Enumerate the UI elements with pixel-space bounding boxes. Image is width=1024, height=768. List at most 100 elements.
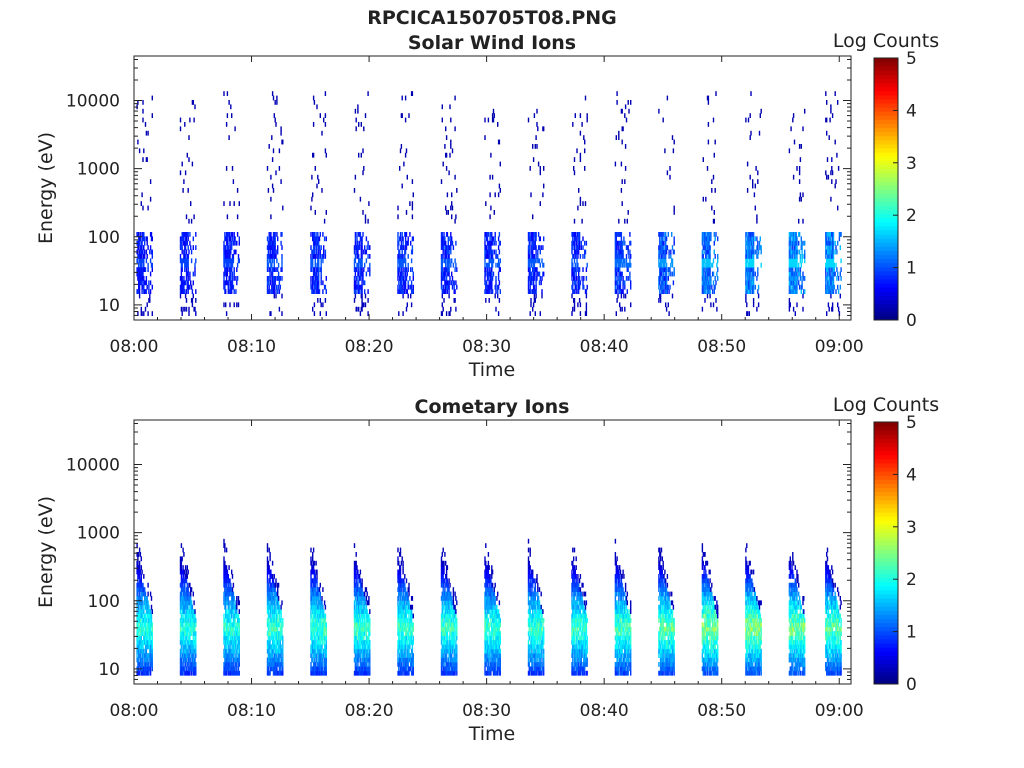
- spectrogram-cell: [179, 631, 182, 636]
- spectrogram-cell: [356, 582, 358, 588]
- spectrogram-cell: [231, 631, 233, 636]
- spectrogram-cell: [748, 284, 750, 290]
- spectrogram-cell: [404, 267, 407, 272]
- spectrogram-cell: [828, 289, 830, 294]
- spectrogram-cell: [315, 626, 317, 632]
- spectrogram-cell: [136, 569, 138, 575]
- spectrogram-cell: [752, 240, 754, 246]
- spectrogram-cell: [831, 289, 833, 294]
- spectrogram-cell: [705, 280, 707, 286]
- spectrogram-cell: [236, 613, 239, 619]
- spectrogram-cell: [358, 262, 360, 268]
- spectrogram-cell: [663, 267, 665, 272]
- spectrogram-cell: [193, 648, 195, 654]
- spectrogram-cell: [665, 249, 667, 255]
- spectrogram-cell: [320, 613, 322, 619]
- spectrogram-cell: [314, 578, 316, 584]
- spectrogram-cell: [142, 587, 144, 592]
- spectrogram-cell: [267, 640, 270, 645]
- spectrogram-cell: [708, 276, 710, 281]
- spectrogram-cell: [187, 569, 189, 575]
- spectrogram-cell: [232, 626, 235, 632]
- spectrogram-cell: [831, 306, 834, 312]
- spectrogram-cell: [315, 600, 317, 606]
- spectrogram-cell: [756, 254, 758, 259]
- spectrogram-cell: [407, 240, 409, 246]
- spectrogram-cell: [144, 613, 147, 619]
- spectrogram-cell: [404, 289, 406, 294]
- spectrogram-cell: [317, 622, 319, 628]
- spectrogram-cell: [315, 618, 317, 623]
- spectrogram-cell: [228, 267, 230, 272]
- spectrogram-cell: [281, 622, 283, 628]
- spectrogram-cell: [630, 240, 632, 246]
- spectrogram-cell: [311, 631, 313, 636]
- spectrogram-cell: [235, 604, 237, 610]
- spectrogram-cell: [270, 648, 272, 654]
- spectrogram-cell: [143, 267, 145, 272]
- spectrogram-cell: [137, 574, 139, 579]
- spectrogram-cell: [754, 236, 756, 242]
- spectrogram-cell: [313, 100, 316, 105]
- spectrogram-cell: [184, 289, 186, 294]
- spectrogram-cell: [231, 284, 233, 290]
- spectrogram-cell: [323, 618, 325, 623]
- spectrogram-cell: [493, 210, 495, 215]
- spectrogram-cell: [268, 635, 270, 641]
- spectrogram-cell: [627, 276, 629, 281]
- spectrogram-cell: [364, 214, 367, 220]
- spectrogram-cell: [840, 232, 842, 237]
- spectrogram-cell: [189, 600, 191, 606]
- spectrogram-cell: [236, 232, 239, 237]
- spectrogram-cell: [749, 271, 751, 277]
- spectrogram-cell: [276, 622, 278, 628]
- spectrogram-cell: [828, 236, 830, 242]
- spectrogram-cell: [188, 618, 190, 623]
- spectrogram-cell: [412, 236, 414, 242]
- spectrogram-cell: [411, 179, 414, 184]
- spectrogram-cell: [266, 569, 269, 575]
- spectrogram-cell: [581, 218, 583, 224]
- spectrogram-cell: [151, 653, 153, 658]
- spectrogram-cell: [400, 267, 403, 272]
- spectrogram-cell: [831, 179, 833, 184]
- spectrogram-cell: [318, 587, 320, 592]
- spectrogram-cell: [628, 262, 630, 268]
- spectrogram-cell: [410, 289, 413, 294]
- spectrogram-cell: [140, 240, 142, 246]
- spectrogram-cell: [180, 306, 183, 312]
- spectrogram-cell: [281, 662, 283, 667]
- spectrogram-cell: [831, 249, 833, 255]
- spectrogram-cell: [186, 670, 188, 676]
- spectrogram-cell: [315, 276, 317, 281]
- spectrogram-cell: [311, 622, 313, 628]
- spectrogram-cell: [445, 152, 448, 158]
- spectrogram-cell: [530, 232, 532, 237]
- spectrogram-cell: [662, 249, 664, 255]
- spectrogram-cell: [266, 670, 269, 676]
- spectrogram-cell: [142, 262, 144, 268]
- spectrogram-cell: [189, 622, 191, 628]
- spectrogram-cell: [490, 276, 492, 281]
- spectrogram-cell: [577, 249, 579, 255]
- spectrogram-cell: [231, 640, 233, 645]
- spectrogram-cell: [497, 245, 500, 250]
- spectrogram-cell: [180, 289, 183, 294]
- spectrogram-cell: [529, 271, 531, 277]
- spectrogram-cell: [137, 600, 139, 606]
- spectrogram-cell: [702, 280, 704, 286]
- spectrogram-cell: [272, 95, 275, 101]
- spectrogram-cell: [445, 280, 448, 286]
- spectrogram-cell: [180, 648, 183, 654]
- spectrogram-cell: [186, 582, 188, 588]
- spectrogram-cell: [585, 302, 588, 308]
- spectrogram-cell: [714, 276, 716, 281]
- spectrogram-cell: [188, 626, 190, 632]
- spectrogram-cell: [322, 618, 324, 623]
- spectrogram-cell: [232, 635, 235, 641]
- spectrogram-cell: [621, 139, 623, 145]
- spectrogram-cell: [708, 236, 710, 242]
- spectrogram-cell: [353, 298, 356, 303]
- spectrogram-cell: [272, 670, 275, 676]
- spectrogram-cell: [141, 591, 143, 597]
